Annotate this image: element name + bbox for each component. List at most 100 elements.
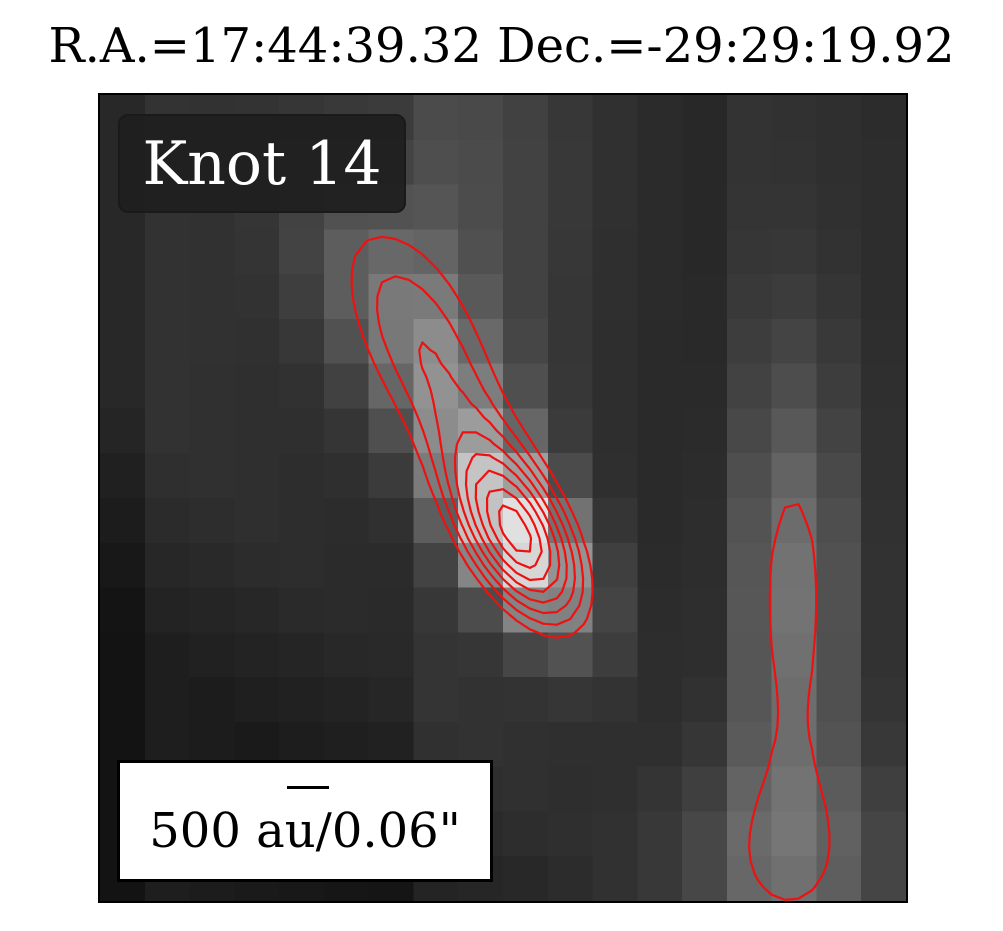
image-pixel (234, 542, 280, 589)
image-pixel (503, 229, 549, 275)
image-pixel (234, 632, 280, 678)
image-pixel (547, 677, 594, 723)
image-pixel (637, 184, 683, 230)
image-pixel (771, 408, 818, 454)
image-pixel (368, 408, 415, 454)
image-pixel (682, 811, 728, 857)
image-pixel (682, 95, 728, 141)
image-pixel (279, 498, 325, 544)
image-pixel (547, 184, 594, 230)
image-pixel (323, 721, 370, 768)
image-pixel (144, 632, 191, 678)
contour-line (350, 235, 831, 901)
image-pixel (771, 229, 818, 275)
image-pixel (637, 856, 683, 901)
image-pixel (323, 542, 370, 589)
image-pixel (189, 229, 235, 275)
image-pixel (458, 677, 504, 723)
scale-bar-box: 500 au/0.06" (117, 760, 493, 882)
image-pixel (234, 677, 280, 723)
image-pixel (279, 587, 325, 633)
image-pixel (189, 542, 235, 589)
image-pixel (100, 318, 146, 365)
image-pixel (592, 587, 638, 633)
image-pixel (861, 498, 906, 544)
image-pixel (144, 498, 191, 544)
image-pixel (637, 318, 683, 365)
image-pixel (592, 408, 638, 454)
image-pixel (816, 184, 862, 230)
image-pixel (771, 274, 818, 320)
contour-overlay (350, 235, 831, 901)
image-pixel (592, 498, 638, 544)
image-pixel (279, 542, 325, 589)
image-pixel (413, 95, 459, 141)
image-pixel (816, 677, 862, 723)
image-pixel (144, 229, 191, 275)
image-pixel (816, 408, 862, 454)
image-pixel (547, 274, 594, 320)
image-pixel (503, 721, 549, 768)
image-pixel (503, 856, 549, 901)
image-pixel (144, 677, 191, 723)
image-pixel (144, 408, 191, 454)
image-pixel (503, 95, 549, 141)
image-title: R.A.=17:44:39.32 Dec.=-29:29:19.92 (48, 18, 955, 74)
image-pixel (323, 677, 370, 723)
image-pixel (547, 408, 594, 454)
image-pixel (861, 766, 906, 813)
image-pixel (637, 677, 683, 723)
image-pixel (503, 274, 549, 320)
image-pixel (682, 587, 728, 633)
image-pixel (503, 766, 549, 813)
image-pixel (503, 139, 549, 186)
image-pixel (368, 274, 415, 320)
image-pixel (682, 856, 728, 901)
image-pixel (726, 856, 773, 901)
image-pixel (816, 453, 862, 499)
contour-line (464, 453, 561, 593)
image-pixel (637, 95, 683, 141)
image-pixel (592, 677, 638, 723)
image-pixel (771, 139, 818, 186)
image-pixel (189, 274, 235, 320)
image-pixel (189, 408, 235, 454)
image-pixel (413, 542, 459, 589)
contour-line (498, 504, 533, 553)
image-pixel (861, 542, 906, 589)
image-pixel (861, 677, 906, 723)
contour-line (376, 275, 585, 626)
image-pixel (368, 453, 415, 499)
image-pixel (771, 453, 818, 499)
image-pixel (547, 453, 594, 499)
image-pixel (234, 318, 280, 365)
image-pixel (726, 587, 773, 633)
image-pixel (771, 318, 818, 365)
image-pixel (503, 318, 549, 365)
image-pixel (637, 542, 683, 589)
image-pixel (816, 856, 862, 901)
image-pixel (637, 766, 683, 813)
image-pixel (279, 229, 325, 275)
image-pixel (682, 766, 728, 813)
image-pixel (503, 677, 549, 723)
image-pixel (100, 677, 146, 723)
image-pixel (413, 184, 459, 230)
image-pixel (861, 587, 906, 633)
image-pixel (323, 498, 370, 544)
image-pixel (144, 274, 191, 320)
image-pixel (592, 318, 638, 365)
image-pixel (189, 721, 235, 768)
image-pixel (726, 229, 773, 275)
image-pixel (368, 318, 415, 365)
image-pixel (592, 811, 638, 857)
image-pixel (861, 95, 906, 141)
image-pixel (726, 542, 773, 589)
image-pixel (637, 811, 683, 857)
image-pixel (189, 587, 235, 633)
image-pixel (816, 632, 862, 678)
image-pixel (682, 318, 728, 365)
image-pixel (503, 811, 549, 857)
image-pixel (547, 363, 594, 410)
image-pixel (682, 139, 728, 186)
